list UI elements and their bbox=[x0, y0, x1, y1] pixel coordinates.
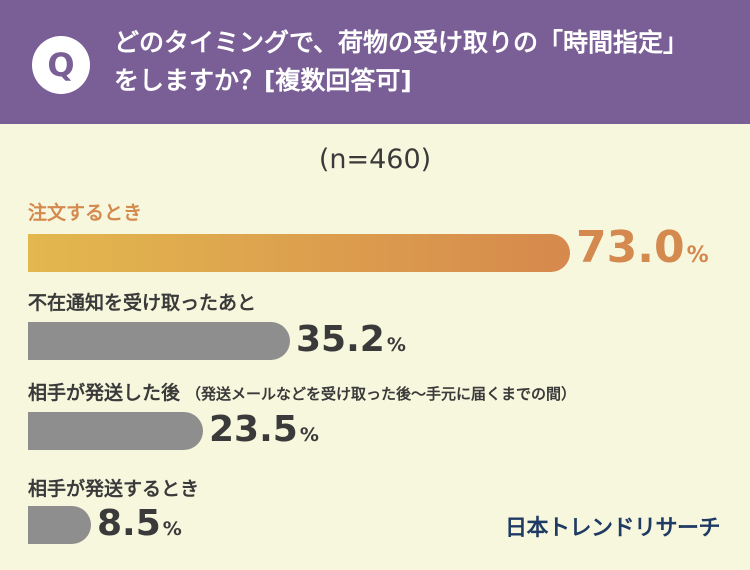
category-label: 不在通知を受け取ったあと bbox=[28, 288, 256, 315]
data-label-value: 8.5 bbox=[97, 503, 161, 544]
question-line-2: をしますか？[複数回答可] bbox=[114, 66, 412, 95]
bar bbox=[28, 322, 290, 360]
data-label-unit: % bbox=[386, 334, 406, 356]
data-label: 8.5% bbox=[97, 506, 182, 542]
brand-logo: 日本トレンドリサーチ bbox=[504, 516, 721, 541]
bar bbox=[28, 506, 91, 544]
sample-size: (n=460) bbox=[318, 144, 432, 175]
category-label-text: 注文するとき bbox=[28, 202, 143, 224]
category-label: 相手が発送するとき bbox=[28, 474, 199, 501]
category-label-text: 不在通知を受け取ったあと bbox=[28, 292, 257, 314]
category-note: （発送メールなどを受け取った後〜手元に届くまでの間） bbox=[186, 385, 577, 403]
data-label-value: 23.5 bbox=[209, 409, 298, 450]
category-label: 注文するとき bbox=[28, 198, 142, 225]
data-label: 35.2% bbox=[296, 322, 406, 358]
data-label-unit: % bbox=[686, 243, 709, 268]
bar bbox=[28, 412, 203, 450]
q-badge: Q bbox=[32, 36, 90, 94]
category-label: 相手が発送した後 （発送メールなどを受け取った後〜手元に届くまでの間） bbox=[28, 378, 576, 405]
data-label: 73.0% bbox=[576, 226, 709, 270]
data-label-value: 35.2 bbox=[296, 319, 385, 360]
bar bbox=[28, 234, 570, 272]
data-label-unit: % bbox=[162, 518, 182, 540]
question-header: Q どのタイミングで、荷物の受け取りの「時間指定」 をしますか？[複数回答可] bbox=[0, 0, 750, 124]
category-label-text: 相手が発送するとき bbox=[28, 478, 200, 500]
category-label-text: 相手が発送した後 bbox=[28, 382, 181, 404]
data-label: 23.5% bbox=[209, 412, 319, 448]
question-text: どのタイミングで、荷物の受け取りの「時間指定」 をしますか？[複数回答可] bbox=[114, 24, 734, 100]
data-label-unit: % bbox=[299, 424, 319, 446]
question-line-1: どのタイミングで、荷物の受け取りの「時間指定」 bbox=[114, 28, 689, 57]
data-label-value: 73.0 bbox=[576, 222, 685, 273]
